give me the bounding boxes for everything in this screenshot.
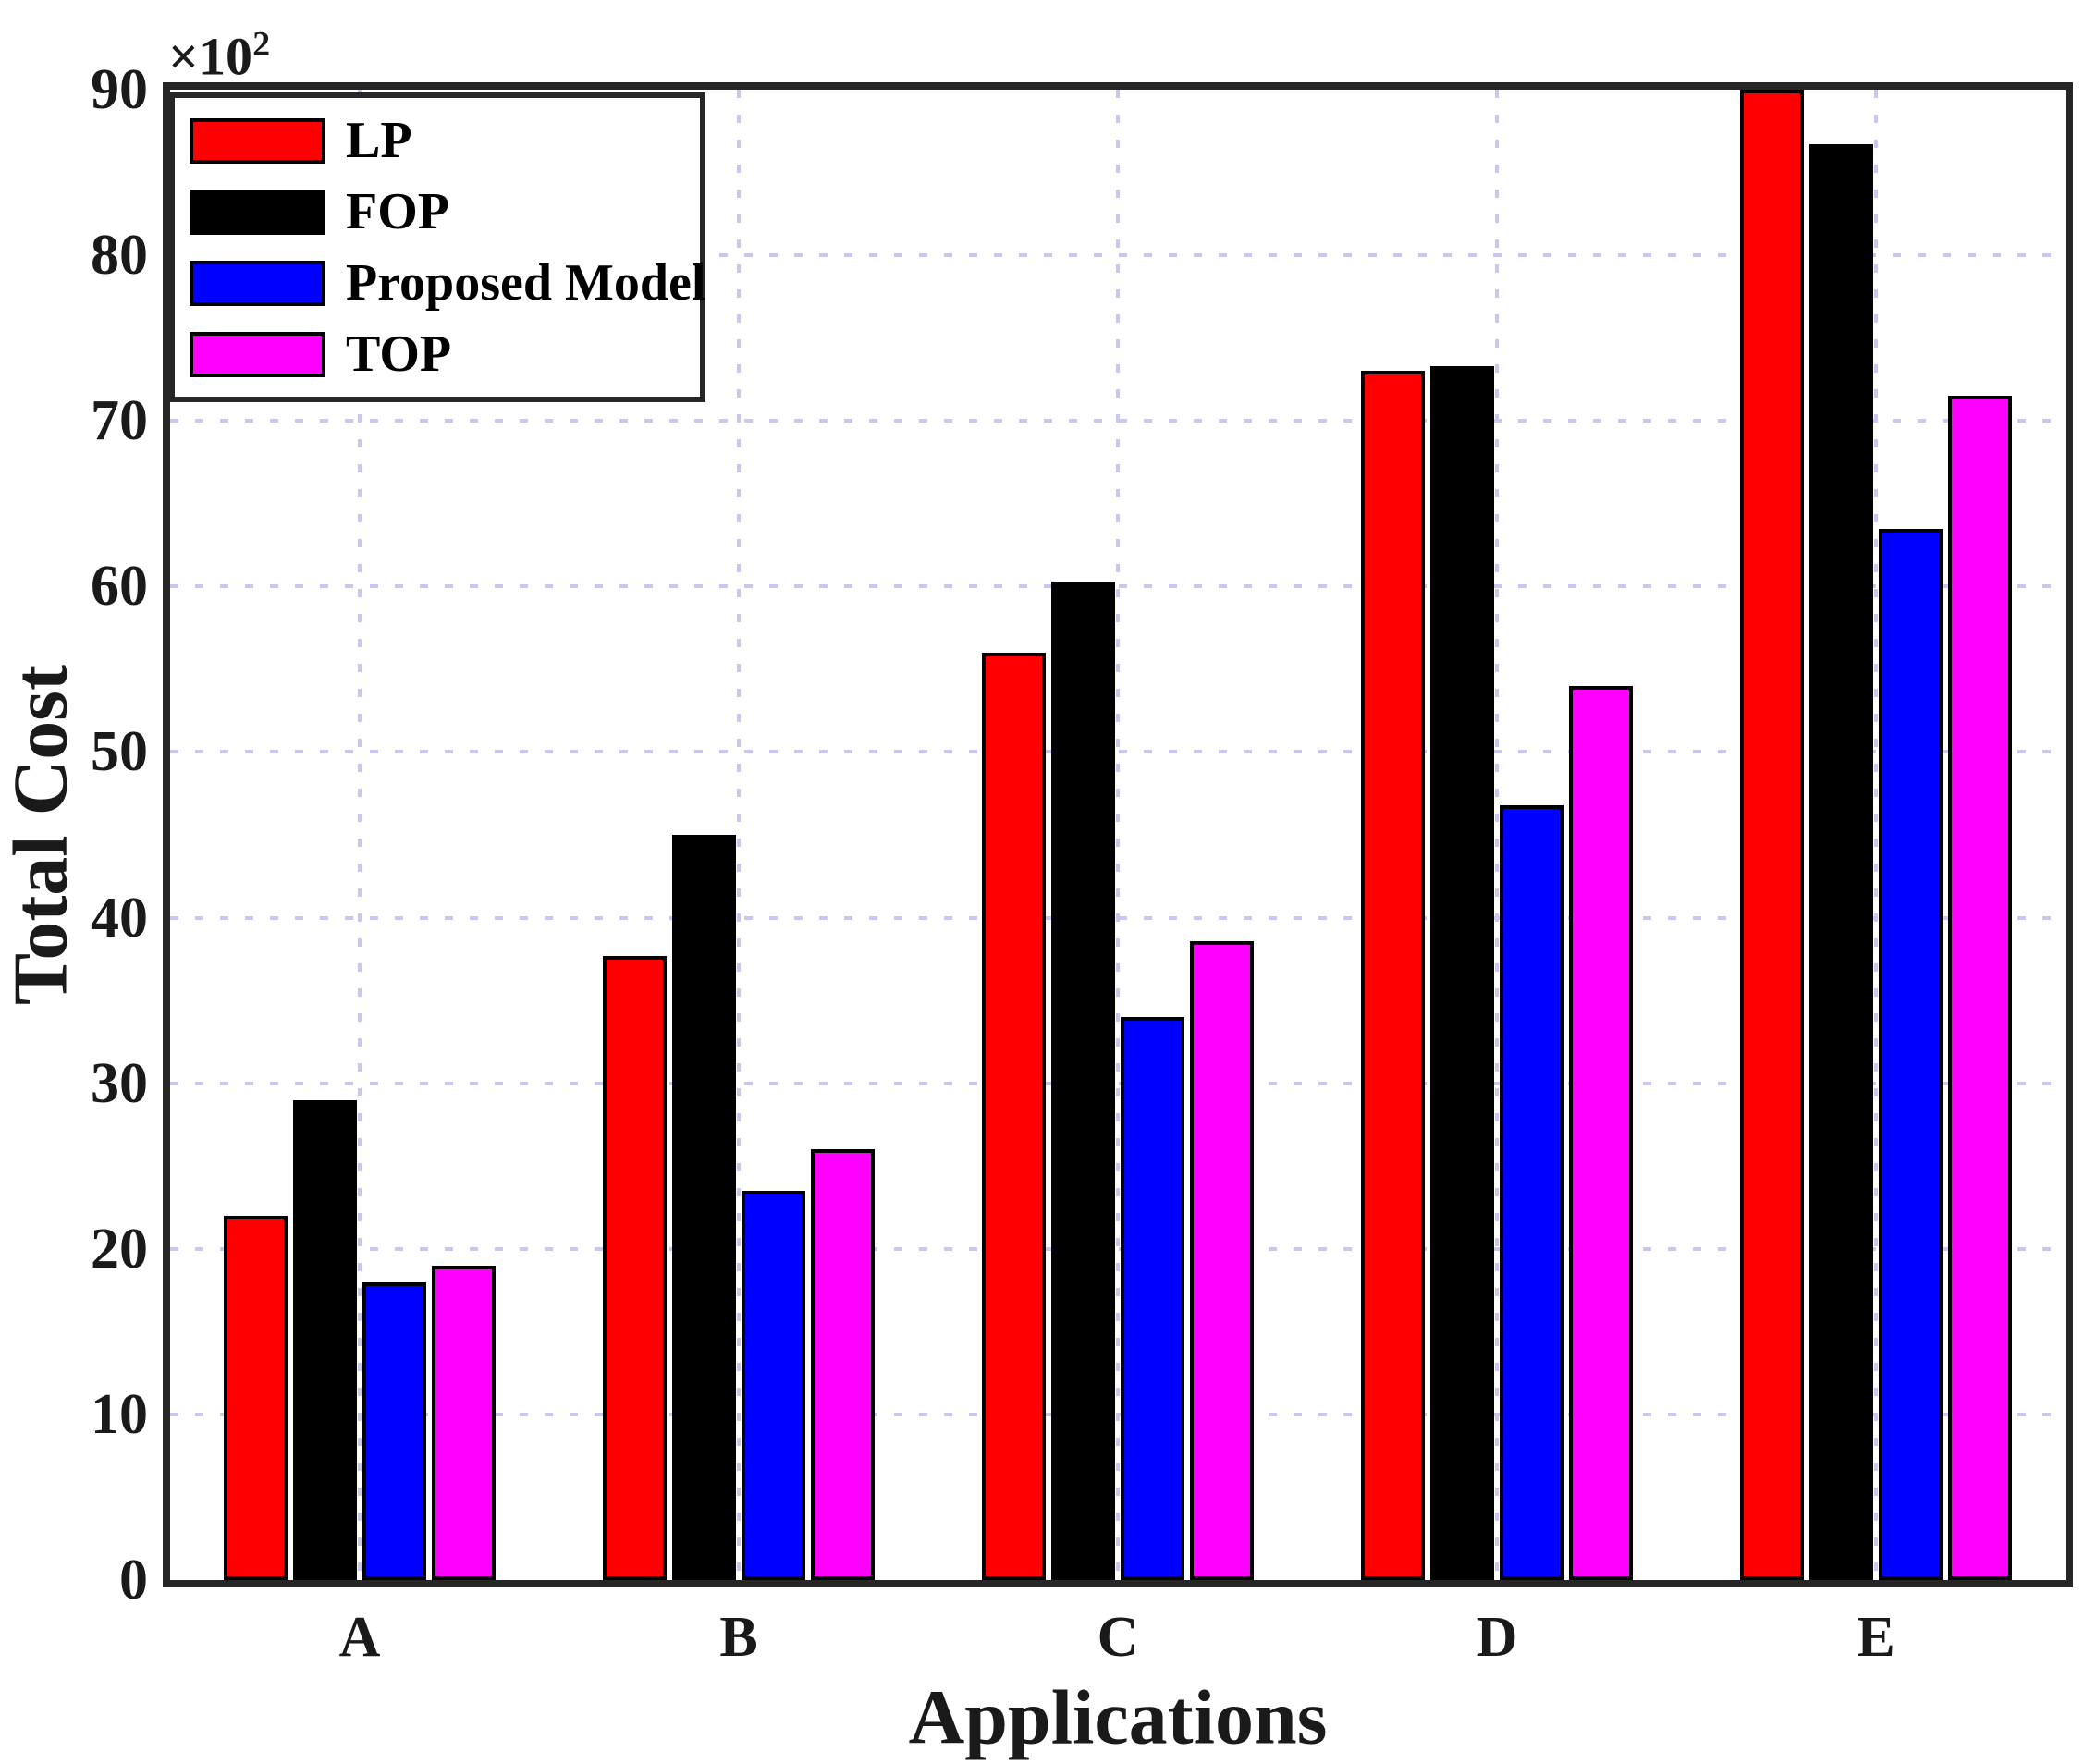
y-tick-70: 70	[91, 389, 148, 453]
y-axis-label: Total Cost	[0, 665, 84, 1005]
bar-B-Proposed-Model	[742, 1191, 805, 1580]
gridline-v-E	[1874, 90, 1878, 1580]
axis-scale-multiplier: ×102	[168, 15, 270, 86]
x-tick-D: D	[1476, 1606, 1518, 1669]
legend-label-FOP: FOP	[346, 183, 449, 240]
y-tick-60: 60	[91, 555, 148, 619]
y-tick-40: 40	[91, 886, 148, 949]
bar-E-FOP	[1809, 144, 1873, 1580]
multiplier-base: ×10	[168, 26, 253, 87]
x-tick-A: A	[338, 1606, 381, 1669]
bar-B-FOP	[672, 835, 736, 1580]
gridline-v-D	[1495, 90, 1499, 1580]
legend-label-TOP: TOP	[346, 325, 452, 383]
x-tick-C: C	[1097, 1606, 1139, 1669]
x-axis-label: Applications	[908, 1674, 1328, 1761]
bar-C-TOP	[1190, 940, 1254, 1580]
bar-D-LP	[1361, 371, 1425, 1580]
bar-E-TOP	[1948, 396, 2012, 1580]
bar-D-FOP	[1430, 366, 1494, 1580]
bar-A-Proposed-Model	[362, 1281, 426, 1580]
legend-item-LP: LP	[190, 113, 700, 168]
bar-E-LP	[1740, 90, 1804, 1580]
y-tick-80: 80	[91, 224, 148, 288]
x-tick-E: E	[1857, 1606, 1895, 1669]
bar-D-TOP	[1569, 685, 1633, 1580]
bar-C-Proposed-Model	[1121, 1017, 1184, 1580]
legend-item-Proposed-Model: Proposed Model	[190, 255, 705, 311]
bar-A-LP	[224, 1215, 288, 1580]
gridline-v-A	[358, 90, 362, 1580]
legend-item-TOP: TOP	[190, 326, 700, 382]
legend-label-LP: LP	[346, 112, 412, 169]
bar-E-Proposed-Model	[1879, 528, 1943, 1580]
bar-A-TOP	[432, 1265, 496, 1580]
y-tick-10: 10	[91, 1382, 148, 1446]
legend: LP FOP Proposed Model TOP	[169, 92, 705, 402]
bar-C-LP	[982, 652, 1046, 1580]
plot-area	[163, 82, 2073, 1587]
multiplier-exponent: 2	[252, 25, 271, 64]
x-tick-B: B	[719, 1606, 758, 1669]
y-tick-50: 50	[91, 720, 148, 784]
legend-item-FOP: FOP	[190, 184, 700, 239]
legend-swatch-TOP	[190, 331, 325, 377]
legend-swatch-LP	[190, 117, 325, 164]
bar-B-TOP	[811, 1149, 875, 1580]
y-tick-90: 90	[91, 58, 148, 121]
bar-C-FOP	[1051, 581, 1115, 1580]
gridline-v-B	[737, 90, 741, 1580]
legend-label-Proposed-Model: Proposed Model	[346, 254, 706, 312]
legend-swatch-Proposed-Model	[190, 260, 325, 306]
y-tick-30: 30	[91, 1051, 148, 1115]
bar-A-FOP	[293, 1099, 357, 1580]
bar-D-Proposed-Model	[1500, 804, 1564, 1580]
y-tick-0: 0	[119, 1549, 148, 1611]
legend-swatch-FOP	[190, 189, 325, 235]
gridline-v-C	[1116, 90, 1120, 1580]
y-tick-20: 20	[91, 1217, 148, 1280]
bar-B-LP	[603, 955, 667, 1580]
